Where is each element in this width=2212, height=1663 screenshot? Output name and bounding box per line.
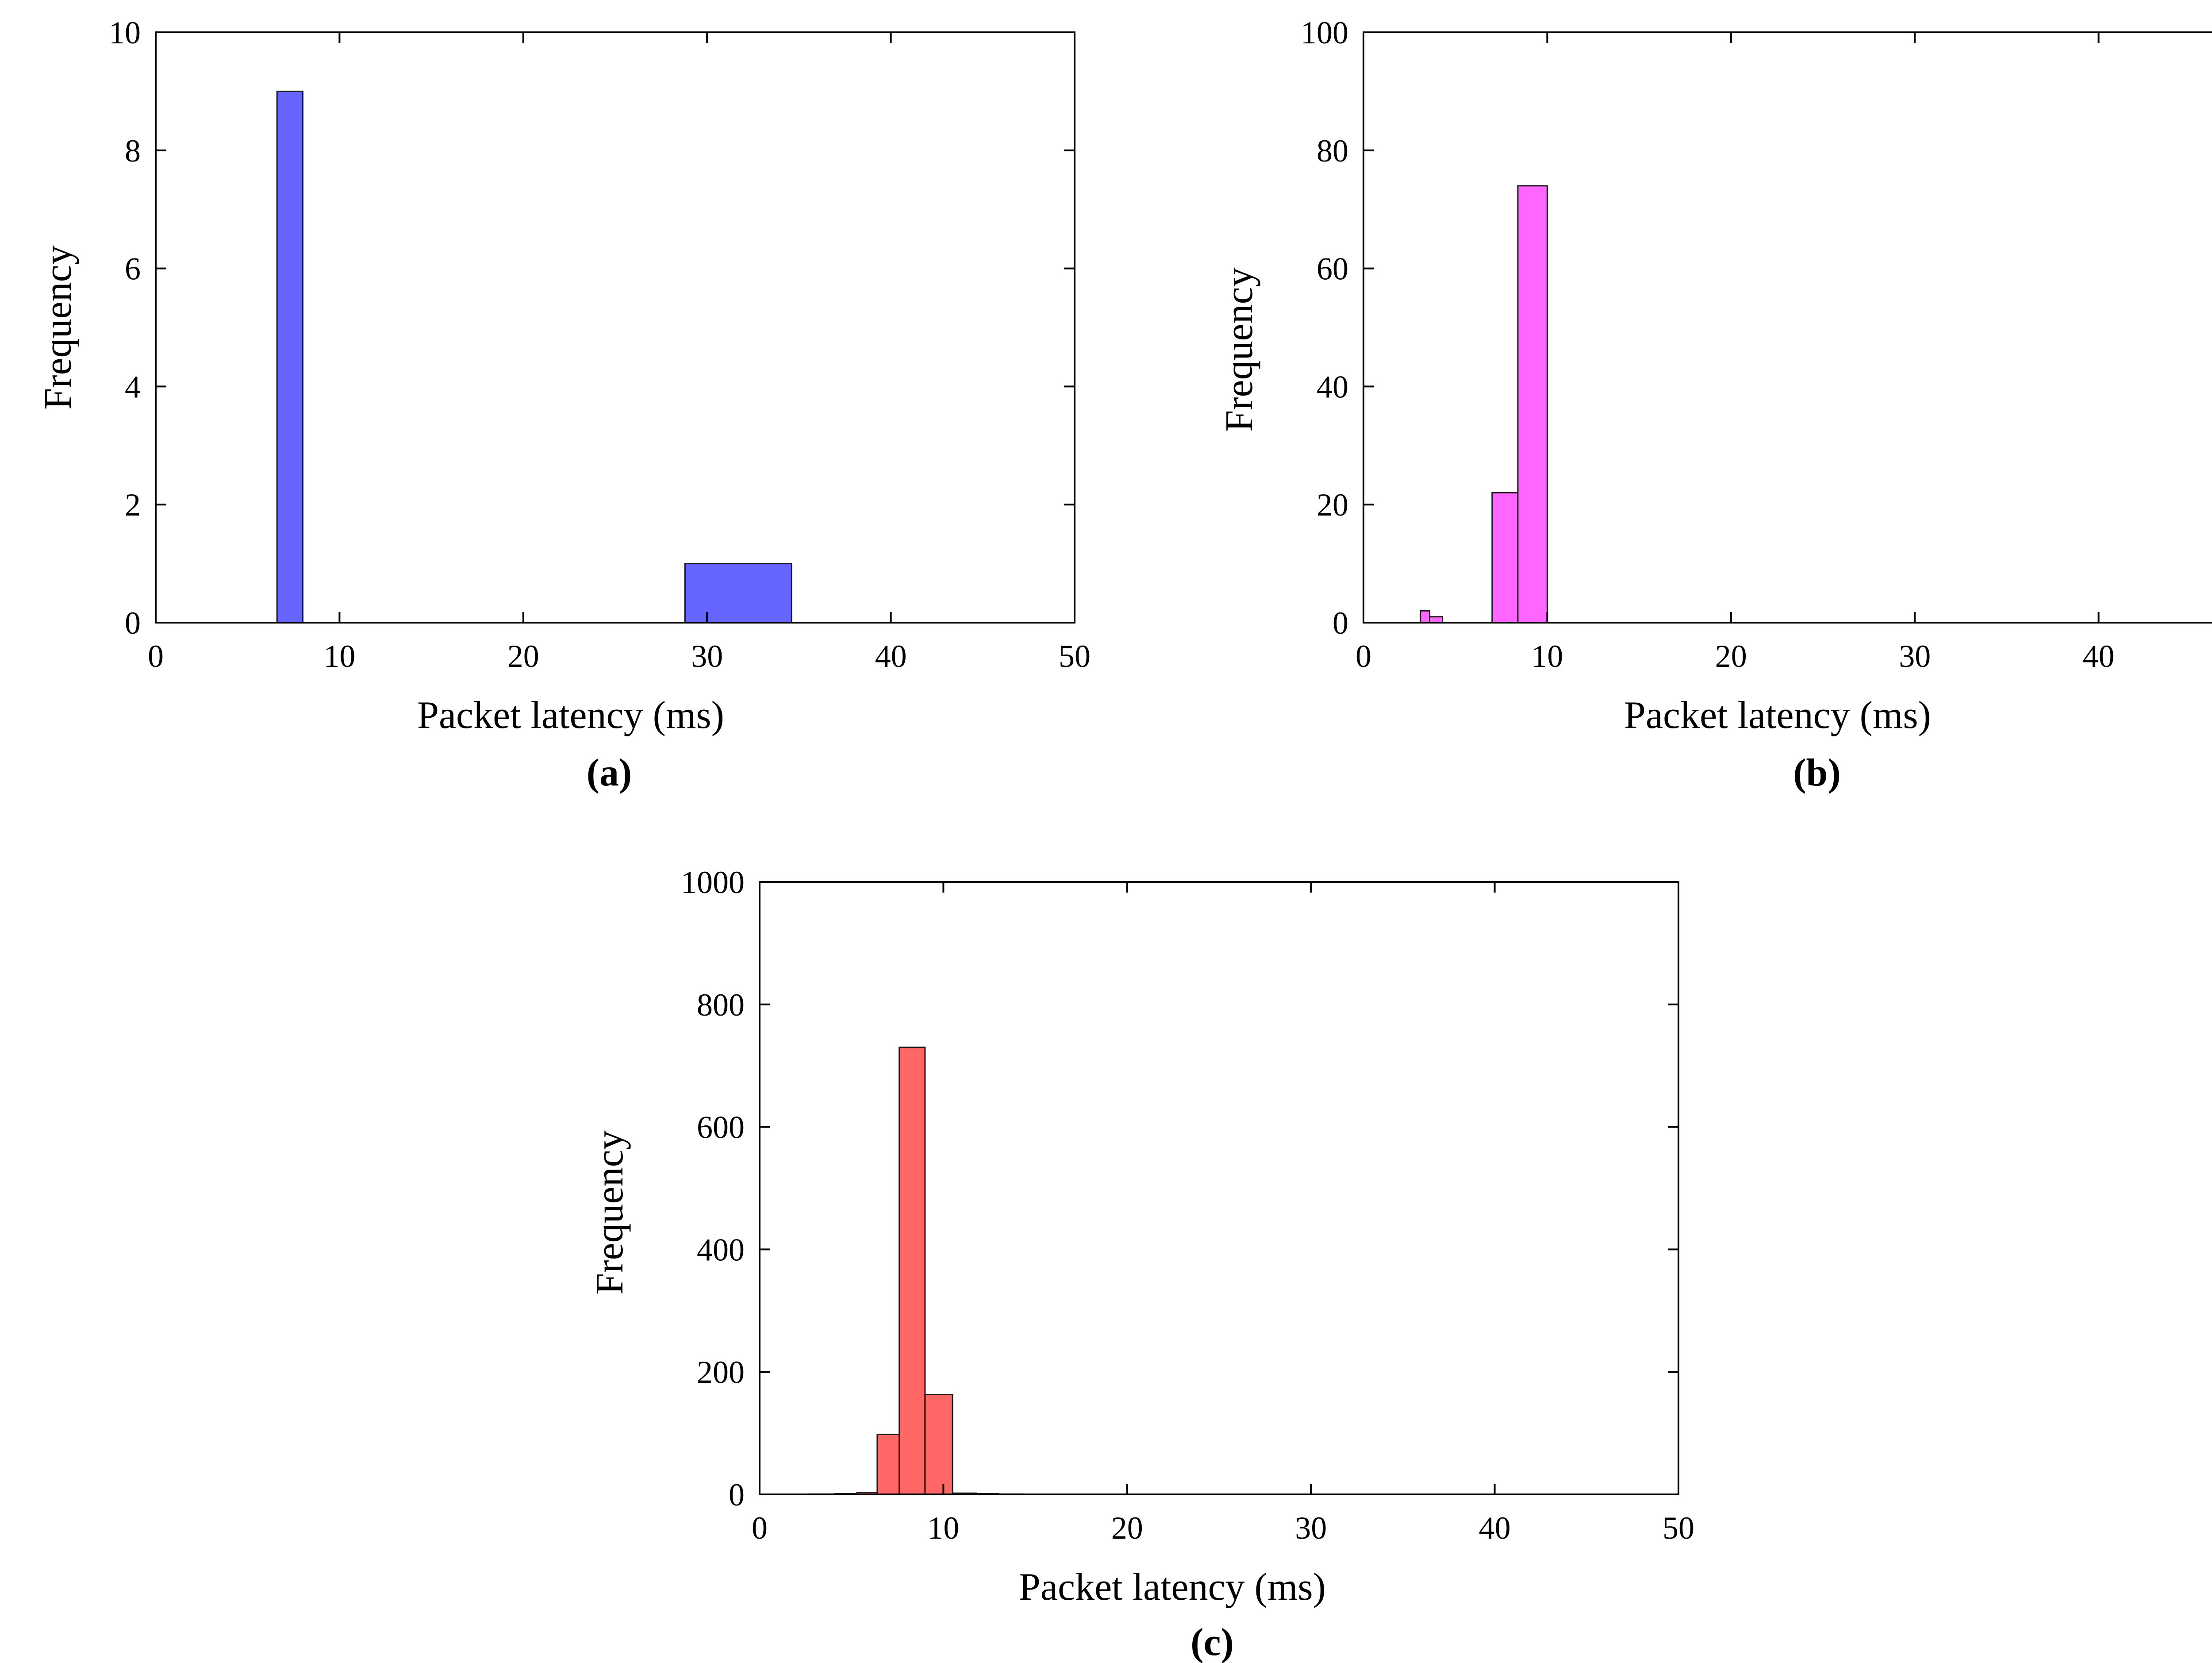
panel-c-y-tick-label-4: 800: [697, 987, 745, 1023]
panel-c-x-tick-label-4: 40: [1479, 1510, 1511, 1546]
panel-a-bars: [276, 90, 792, 624]
panel-c-x-tick-label-5: 50: [1663, 1510, 1694, 1546]
panel-a-ticks: 0 10 20 30 40 50 0 2 4 6 8 10: [109, 15, 1091, 674]
panel-b-bar-3: [1517, 185, 1548, 624]
panel-b-y-tick-label-5: 100: [1301, 15, 1348, 50]
panel-a-bar-1: [684, 563, 792, 624]
panel-a-y-tick-label-5: 10: [109, 15, 141, 50]
panel-b-y-tick-label-4: 80: [1317, 133, 1348, 169]
panel-a-y-tick-label-0: 0: [125, 605, 141, 641]
panel-b-ticks: 01020304050020406080100: [1301, 15, 2115, 674]
panel-a-y-tick-label-3: 6: [125, 251, 141, 287]
panel-b-bars: [1420, 185, 1548, 624]
panel-c: 0 10 20 30 40 50 0 200 400 600 800 1000 Packet late…: [588, 865, 1694, 1663]
panel-c-bar-3: [876, 1433, 900, 1495]
panel-a-x-tick-label-5: 50: [1059, 639, 1091, 674]
panel-a-x-tick-label-4: 40: [875, 639, 907, 674]
panel-a-x-axis-label: Packet latency (ms): [417, 694, 724, 737]
panel-a-x-tick-label-2: 20: [507, 639, 539, 674]
panel-a-bar-0: [276, 90, 303, 624]
panel-b-x-tick-label-4: 40: [2083, 639, 2115, 674]
panel-c-y-tick-label-5: 1000: [681, 865, 745, 900]
panel-a-plot-frame: [155, 31, 1075, 624]
panel-c-x-tick-label-0: 0: [752, 1510, 768, 1546]
panel-a-y-tick-label-2: 4: [125, 369, 141, 404]
panel-b: 01020304050020406080100 Packet latency (…: [1218, 15, 2212, 794]
panel-c-plot-frame: [759, 881, 1679, 1495]
panel-a-y-tick-label-4: 8: [125, 133, 141, 169]
panel-b-y-tick-label-1: 20: [1317, 487, 1348, 523]
panel-b-x-tick-label-2: 20: [1715, 639, 1747, 674]
panel-c-y-tick-label-1: 200: [697, 1355, 745, 1390]
panel-b-plot-frame: [1363, 31, 2212, 624]
panel-a-x-tick-label-0: 0: [148, 639, 164, 674]
panel-b-y-tick-label-0: 0: [1333, 605, 1348, 641]
panel-b-x-axis-label: Packet latency (ms): [1624, 694, 1931, 737]
panel-c-x-axis-label: Packet latency (ms): [1019, 1566, 1326, 1609]
panel-b-label: (b): [1793, 751, 1841, 794]
panel-b-x-tick-label-1: 10: [1531, 639, 1563, 674]
panel-c-y-tick-label-3: 600: [697, 1110, 745, 1145]
panel-b-y-axis-label: Frequency: [1218, 267, 1261, 431]
panel-a: 0 10 20 30 40 50 0 2 4 6 8 10 Packet latency (ms) F…: [37, 15, 1091, 794]
panel-c-ticks: 0 10 20 30 40 50 0 200 400 600 800 1000: [681, 865, 1694, 1546]
panel-b-bar-0: [1420, 610, 1431, 624]
panel-b-bar-2: [1491, 492, 1519, 624]
panel-b-y-tick-label-2: 40: [1317, 369, 1348, 404]
panel-c-x-tick-label-2: 20: [1111, 1510, 1143, 1546]
panel-a-x-tick-label-1: 10: [323, 639, 355, 674]
panel-c-y-tick-label-0: 0: [729, 1477, 745, 1513]
panel-a-x-tick-label-3: 30: [691, 639, 723, 674]
panel-b-y-tick-label-3: 60: [1317, 251, 1348, 287]
panel-c-y-axis-label: Frequency: [588, 1130, 631, 1294]
panel-c-x-tick-label-3: 30: [1295, 1510, 1327, 1546]
panel-c-bars: [806, 1047, 1025, 1495]
panel-c-bar-4: [899, 1047, 926, 1495]
panel-b-x-tick-label-3: 30: [1899, 639, 1931, 674]
panel-b-x-tick-label-0: 0: [1356, 639, 1371, 674]
panel-c-y-tick-label-2: 400: [697, 1232, 745, 1267]
panel-c-label: (c): [1190, 1621, 1234, 1663]
panel-a-label: (a): [587, 751, 632, 794]
panel-c-x-tick-label-1: 10: [927, 1510, 959, 1546]
panel-a-y-axis-label: Frequency: [37, 245, 80, 409]
panel-a-y-tick-label-1: 2: [125, 487, 141, 523]
panel-c-bar-5: [924, 1394, 953, 1495]
